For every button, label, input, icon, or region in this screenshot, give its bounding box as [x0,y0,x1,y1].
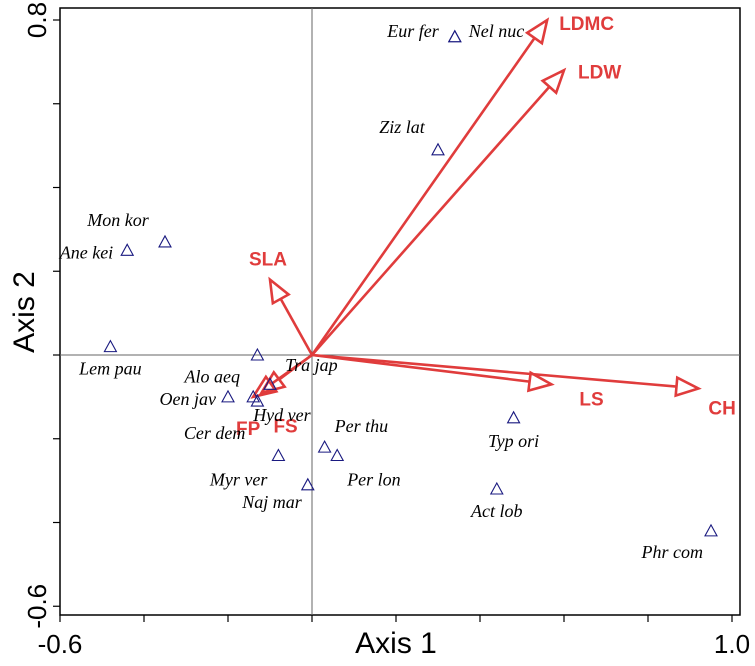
species-marker-typ-ori [506,410,521,424]
species-marker-act-lob [489,481,504,495]
trait-vectors: LDMC LDW SLA LS CH FP FS [236,14,736,440]
species-label-phr-com: Phr com [641,542,704,562]
vector-shaft-ldmc [310,37,536,356]
species-marker-naj-mar [300,477,315,491]
species-label-lem-pau: Lem pau [78,359,142,379]
trait-label-ls: LS [579,389,603,410]
y-axis-ticks: 0.8 -0.6 [22,2,60,629]
species-label-per-thu: Per thu [334,416,389,436]
species-label-act-lob: Act lob [470,501,523,521]
species-marker-ziz-lat [431,142,445,156]
plot-frame [59,7,741,616]
vector-shaft-ldw [311,85,551,356]
trait-label-sla: SLA [249,250,287,271]
species-label-eur-fer: Eur fer [386,21,439,41]
y-tick-label: -0.6 [22,584,52,629]
species-label-mon-kor: Mon kor [86,210,149,230]
species-label-naj-mar: Naj mar [241,492,303,512]
species-markers [103,29,718,537]
trait-label-ldw: LDW [578,62,621,83]
vector-head-ldw [540,67,567,95]
species-marker-mon-kor [158,234,172,248]
trait-label-fp: FP [236,419,261,440]
vector-head-sla [268,276,291,306]
species-marker-tra-jap [250,347,265,361]
species-label-ziz-lat: Ziz lat [379,117,426,137]
species-label-per-lon: Per lon [346,470,401,490]
y-axis-title: Axis 2 [8,271,41,353]
trait-label-fs: FS [273,417,297,438]
vector-head-ldmc [524,17,550,46]
species-marker-per-thu [317,439,332,453]
species-label-nel-nuc: Nel nuc [468,21,525,41]
label-layer: Eur fer Nel nuc Ziz lat Mon kor Ane kei Lem p… [59,21,703,562]
species-marker-lem-pau [103,339,118,353]
species-label-alo-aeq: Alo aeq [184,366,241,386]
vector-head-fp [250,374,279,399]
species-label-cer-dem: Cer dem [184,423,246,443]
species-marker-phr-com [704,523,718,537]
vector-shaft-sla [279,298,314,356]
trait-label-ldmc: LDMC [559,14,614,35]
species-marker-ane-kei [120,243,135,256]
x-tick-label: -0.6 [38,629,83,659]
species-marker-oen-jav [221,389,235,403]
vector-head-ch [674,375,702,398]
species-label-oen-jav: Oen jav [160,389,216,409]
vector-head-ls [526,370,555,393]
species-label-myr-ver: Myr ver [209,470,268,490]
x-tick-label: 1.0 [714,629,750,659]
species-label-typ-ori: Typ ori [488,431,539,451]
x-axis-ticks: -0.6 1.0 [38,615,750,659]
species-label-tra-jap: Tra jap [285,355,338,375]
species-marker-per-lon [330,448,345,462]
trait-label-ch: CH [708,399,735,420]
species-marker-myr-ver [271,448,286,462]
species-marker-eur-fer [447,29,462,43]
y-tick-label: 0.8 [22,2,52,38]
species-marker-alo-aeq [263,377,277,390]
vector-shaft-ch [311,353,677,388]
species-label-hyd-ver: Hyd ver [252,405,311,425]
vector-shaft-fs [278,353,313,381]
plot-frame-group [59,7,741,616]
x-axis-title: Axis 1 [355,627,437,660]
species-label-ane-kei: Ane kei [59,242,113,262]
species-marker-cer-dem [250,393,265,407]
species-marker-nel-nuc [447,29,462,43]
